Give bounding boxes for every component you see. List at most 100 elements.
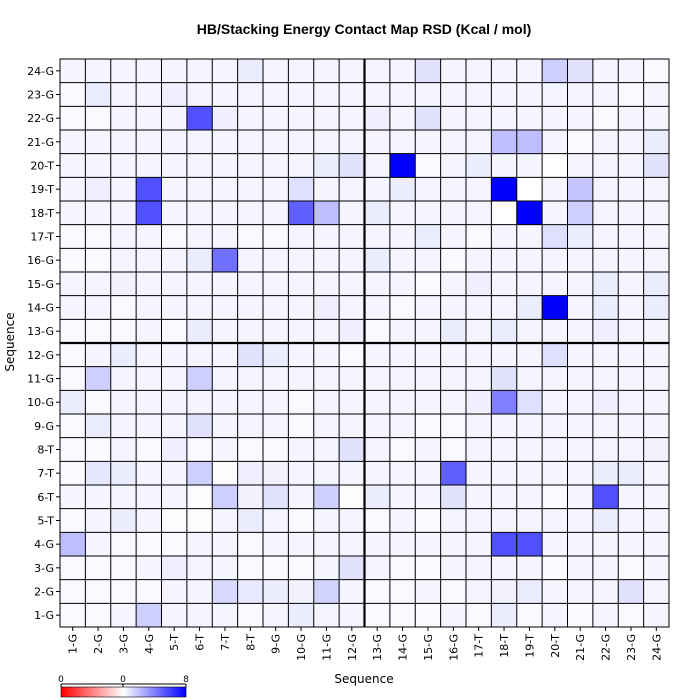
heatmap-cell (60, 343, 86, 367)
heatmap-cell (339, 461, 365, 486)
heatmap-cell (389, 130, 416, 154)
heatmap-cell (491, 390, 518, 415)
heatmap-cell (339, 59, 365, 83)
heatmap-cell (491, 437, 518, 462)
heatmap-cell (542, 390, 568, 415)
heatmap-cell (389, 556, 416, 580)
color-legend-tick-0: 0 (58, 675, 64, 685)
heatmap-cell (339, 272, 365, 296)
heatmap-cell (542, 106, 568, 131)
heatmap-cell (339, 485, 365, 509)
heatmap-cell (389, 437, 416, 462)
heatmap-cell (592, 177, 619, 202)
heatmap-cell (339, 82, 365, 107)
heatmap-cell (339, 106, 365, 131)
heatmap-cell (161, 82, 188, 107)
heatmap-cell (110, 82, 137, 107)
heatmap-cell (466, 319, 492, 344)
x-tick-label: 8-T (244, 634, 257, 651)
heatmap-cell (364, 366, 391, 391)
heatmap-cell (237, 201, 264, 225)
heatmap-cell (237, 343, 264, 367)
heatmap-cell (85, 461, 112, 486)
heatmap-cell (592, 390, 619, 415)
heatmap-cell (592, 414, 619, 438)
heatmap-cell (110, 153, 137, 178)
heatmap-cell (212, 461, 238, 486)
heatmap-cell (618, 319, 644, 344)
y-tick-label: 1-G (34, 609, 54, 622)
heatmap-cell (313, 556, 340, 580)
heatmap-cell (516, 485, 543, 509)
heatmap-cell (339, 508, 365, 533)
heatmap-cell (592, 603, 619, 628)
y-tick-label: 11-G (27, 373, 54, 386)
heatmap-cell (60, 106, 86, 131)
y-tick-label: 2-G (34, 586, 54, 599)
heatmap-cell (237, 177, 264, 202)
heatmap-cell (161, 130, 188, 154)
heatmap-cell (85, 532, 112, 557)
heatmap-cell (161, 390, 188, 415)
heatmap-cell (542, 461, 568, 486)
heatmap-cell (186, 343, 213, 367)
y-tick-label: 23-G (27, 89, 54, 102)
heatmap-cell (313, 579, 340, 604)
x-tick-label: 12-G (346, 634, 359, 661)
heatmap-cell (212, 532, 238, 557)
heatmap-cell (85, 508, 112, 533)
chart-title: HB/Stacking Energy Contact Map RSD (Kcal… (197, 21, 532, 37)
y-tick-label: 24-G (27, 65, 54, 78)
heatmap-cell (618, 532, 644, 557)
heatmap-cell (339, 556, 365, 580)
heatmap-cell (516, 272, 543, 296)
heatmap-cell (161, 153, 188, 178)
heatmap-cell (618, 224, 644, 249)
heatmap-cell (389, 343, 416, 367)
heatmap-cell (466, 201, 492, 225)
heatmap-cell (161, 224, 188, 249)
heatmap-cell (186, 437, 213, 462)
heatmap-cell (212, 224, 238, 249)
heatmap-cell (567, 437, 594, 462)
heatmap-cell (516, 201, 543, 225)
heatmap-cell (288, 59, 315, 83)
heatmap-cell (110, 461, 137, 486)
heatmap-cell (542, 366, 568, 391)
heatmap-cell (389, 201, 416, 225)
heatmap-cell (592, 248, 619, 273)
heatmap-cell (592, 556, 619, 580)
x-tick-label: 19-T (523, 634, 536, 658)
heatmap-cell (491, 414, 518, 438)
heatmap-cell (136, 82, 162, 107)
y-tick-label: 5-T (37, 515, 54, 528)
heatmap-cell (288, 343, 315, 367)
heatmap-cell (288, 177, 315, 202)
heatmap-cell (389, 603, 416, 628)
heatmap-cell (237, 106, 264, 131)
heatmap-cell (60, 556, 86, 580)
heatmap-cell (567, 177, 594, 202)
heatmap-cell (110, 201, 137, 225)
heatmap-cell (364, 485, 391, 509)
heatmap-cell (339, 177, 365, 202)
heatmap-cell (618, 295, 644, 320)
heatmap-cell (60, 130, 86, 154)
heatmap-cell (110, 390, 137, 415)
heatmap-cell (212, 295, 238, 320)
heatmap-cell (618, 343, 644, 367)
heatmap-cell (85, 603, 112, 628)
heatmap-cell (364, 201, 391, 225)
heatmap-cell (364, 248, 391, 273)
heatmap-cell (440, 556, 467, 580)
heatmap-cell (339, 319, 365, 344)
heatmap-cell (567, 59, 594, 83)
heatmap-cell (339, 532, 365, 557)
heatmap-cell (339, 366, 365, 391)
heatmap-cell (516, 130, 543, 154)
heatmap-cell (212, 556, 238, 580)
x-tick-label: 2-G (92, 634, 105, 654)
heatmap-cell (567, 366, 594, 391)
heatmap-cell (364, 437, 391, 462)
heatmap-cell (643, 437, 670, 462)
